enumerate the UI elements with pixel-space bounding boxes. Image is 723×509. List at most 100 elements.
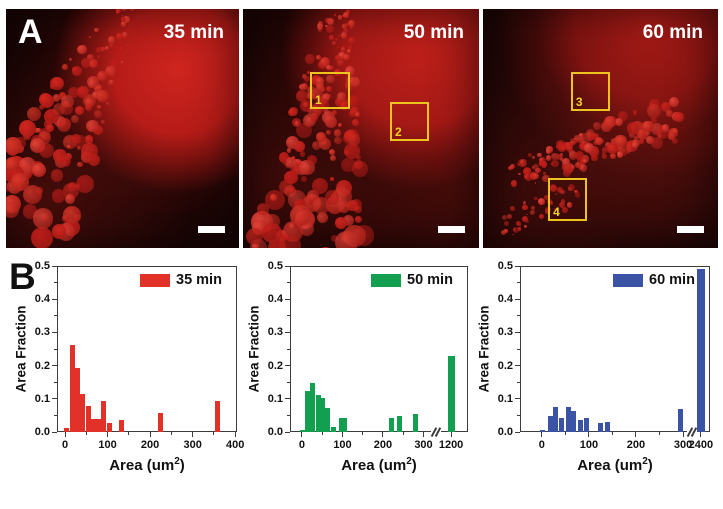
fluorescent-droplet [341,24,346,29]
legend: 50 min [371,272,453,288]
fluorescent-droplet [86,53,94,61]
fluorescent-droplet [94,27,99,33]
fluorescent-droplet [108,42,115,49]
fluorescent-droplet [561,206,568,213]
x-minor-tick [611,432,613,435]
x-tick [149,432,151,437]
fluorescent-droplet [289,187,295,194]
fluorescent-droplet [549,200,554,205]
fluorescent-droplet [615,135,627,147]
fluorescent-droplet [350,198,362,210]
fluorescent-droplet [337,123,342,128]
fluorescent-droplet [517,227,521,231]
fluorescent-droplet [347,20,355,28]
histogram-bar [310,383,316,432]
fluorescent-droplet [561,146,566,151]
fluorescent-droplet [122,31,128,38]
legend: 35 min [140,272,222,288]
fluorescent-droplet [71,115,80,124]
histogram-bar [305,390,311,432]
roi-number: 4 [553,204,560,219]
histogram-bar [678,409,684,432]
fluorescent-droplet [629,132,635,138]
y-tick [285,365,290,367]
fluorescent-droplet [326,129,332,135]
fluorescent-droplet [122,15,130,23]
axis-break [686,427,697,437]
fluorescent-droplet [59,154,72,166]
histogram-bar [605,422,611,432]
fluorescent-droplet [543,172,546,175]
fluorescent-droplet [338,51,346,59]
y-tick [515,398,520,400]
fluorescent-droplet [538,197,545,205]
fluorescent-droplet [575,162,582,168]
fluorescent-droplet [115,9,121,13]
fluorescent-droplet [315,82,324,91]
fluorescent-droplet [342,215,354,227]
y-tick-label: 0.1 [497,392,513,405]
fluorescent-droplet [95,47,103,54]
histogram-bar [91,419,97,432]
fluorescent-droplet [515,220,521,226]
y-tick [52,431,57,433]
y-tick [515,431,520,433]
y-tick [52,398,57,400]
fluorescent-droplet [665,110,673,117]
histogram-bar [396,416,402,432]
x-tick [234,432,236,437]
fluorescent-droplet [509,205,515,211]
fluorescent-droplet [518,172,521,175]
fluorescent-droplet [110,59,119,69]
y-tick-label: 0.4 [497,293,513,306]
fluorescent-droplet [332,110,338,116]
y-tick [285,265,290,267]
y-tick [285,398,290,400]
roi-number: 3 [575,94,583,109]
fluorescent-droplet [644,130,651,136]
scale-bar [438,226,465,233]
fluorescent-droplet [343,11,350,19]
y-minor-tick [517,315,520,317]
fluorescent-droplet [583,159,587,163]
fluorescent-droplet [506,214,512,220]
histogram-bar [577,419,583,432]
fluorescent-droplet [574,190,578,194]
fluorescent-droplet [335,231,359,248]
fluorescent-droplet [286,135,300,149]
y-minor-tick [287,282,290,284]
fluorescent-droplet [337,34,341,38]
axis-break [430,427,441,437]
fluorescent-droplet [570,140,576,146]
fluorescent-droplet [307,190,319,202]
fluorescent-droplet [559,202,566,209]
y-tick-label: 0.4 [267,293,283,306]
fluorescent-droplet [330,234,338,242]
fluorescent-droplet [584,143,594,153]
fluorescent-droplet [294,198,306,211]
histogram-bar [584,418,589,432]
y-tick [52,331,57,333]
fluorescent-droplet [97,71,108,82]
fluorescent-droplet [606,142,619,154]
fluorescent-droplet [94,83,103,92]
x-tick-label: 200 [373,439,393,451]
fluorescent-droplet [80,57,91,68]
fluorescent-droplet [87,76,100,89]
fluorescent-droplet [586,129,595,138]
histogram-bar [214,401,220,432]
fluorescent-droplet [77,161,83,168]
roi-box-3: 3 [570,72,610,111]
fluorescent-droplet [279,235,302,248]
histogram-bar [69,344,75,432]
fluorescent-droplet [334,136,342,145]
x-tick-label: 1200 [438,439,464,451]
fluorescent-droplet [334,37,338,41]
fluorescent-droplet [326,64,332,70]
fluorescent-droplet [104,46,109,51]
panel-a-letter: A [18,13,43,51]
x-tick-label: 0 [298,439,305,451]
y-tick-label: 0.1 [267,392,283,405]
histogram-bar [330,426,336,432]
fluorescent-droplet [601,152,606,156]
